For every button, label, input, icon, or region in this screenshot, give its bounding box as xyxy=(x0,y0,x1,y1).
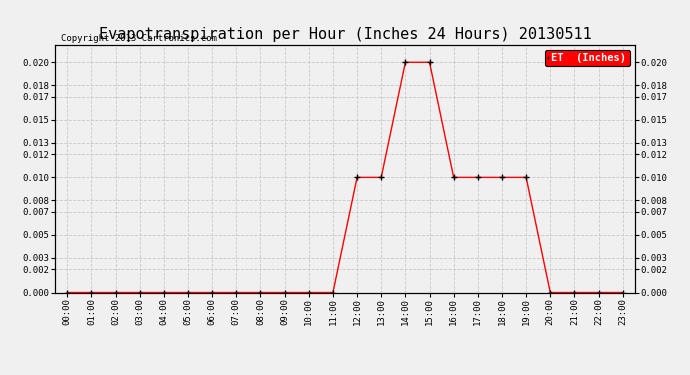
Legend: ET  (Inches): ET (Inches) xyxy=(545,50,629,66)
Title: Evapotranspiration per Hour (Inches 24 Hours) 20130511: Evapotranspiration per Hour (Inches 24 H… xyxy=(99,27,591,42)
Text: Copyright 2013 Cartronics.com: Copyright 2013 Cartronics.com xyxy=(61,33,217,42)
